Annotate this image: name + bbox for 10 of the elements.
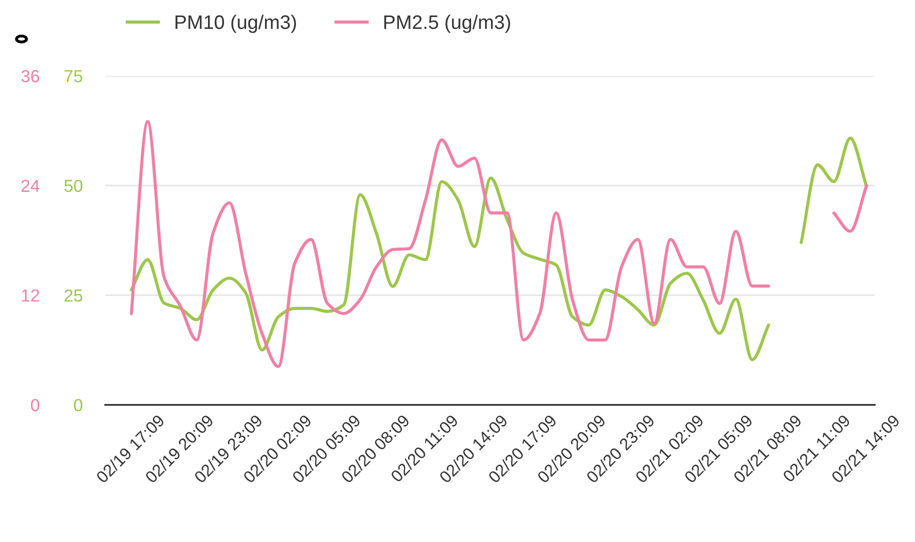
y-tick-label: 50 (64, 180, 82, 192)
y2-tick-label: 36 (21, 70, 40, 82)
y2-tick-label: 24 (22, 180, 40, 192)
legend-label: PM10 (ug/m3) (176, 14, 296, 33)
y-tick-label: 0 (74, 399, 82, 412)
y-tick-label: 25 (64, 289, 82, 302)
y2-tick-label: 0 (30, 399, 40, 412)
legend-label: PM2.5 (ug/m3) (384, 14, 510, 33)
y-tick-label: 75 (64, 70, 82, 82)
y2-tick-label: 12 (22, 289, 40, 302)
